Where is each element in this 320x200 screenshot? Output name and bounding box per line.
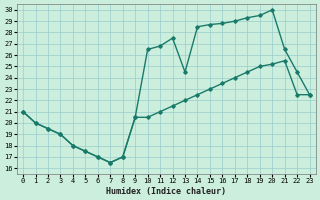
X-axis label: Humidex (Indice chaleur): Humidex (Indice chaleur)	[106, 187, 226, 196]
